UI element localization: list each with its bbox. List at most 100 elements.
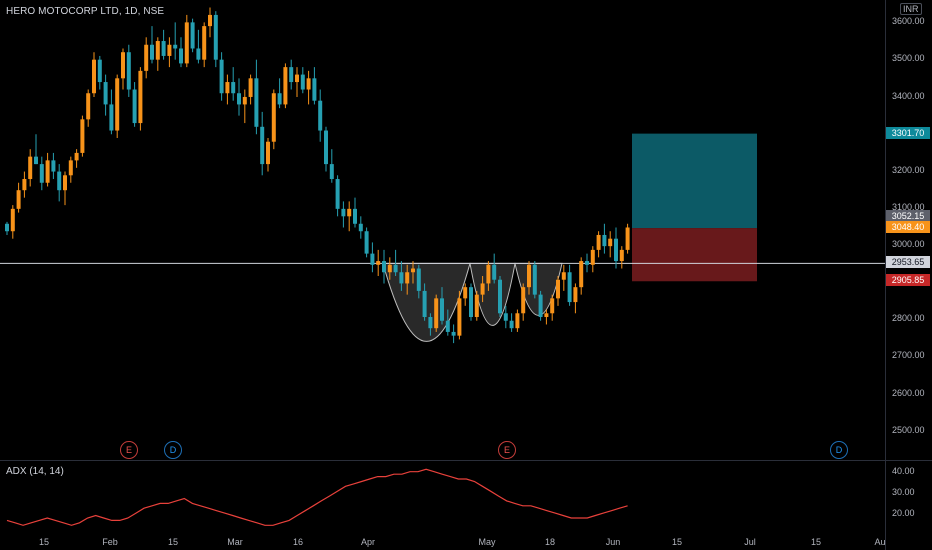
candle-body [440,298,444,321]
time-tick: 15 [671,537,683,547]
time-tick: Au [874,537,886,547]
neckline-price-tag: 2953.65 [886,256,930,268]
candle-body [602,234,607,247]
candle-body [80,119,85,153]
candle-body [556,279,560,299]
candle-body [486,264,491,284]
candle-body [277,93,282,105]
candle-body [527,264,531,288]
candle-body [353,208,357,224]
price-tick: 2700.00 [892,350,925,360]
candle-body [289,67,294,83]
candle-body [544,313,549,318]
candle-body [405,272,410,284]
time-tick: 18 [544,537,556,547]
earnings-event-icon[interactable]: E [498,441,516,459]
candle-body [295,74,299,83]
candle-body [329,164,334,180]
adx-line [6,468,628,526]
candle-body [370,253,375,265]
candle-body [428,317,433,329]
price-tick: 3500.00 [892,53,925,63]
time-tick: Mar [227,537,243,547]
adx-indicator-title[interactable]: ADX (14, 14) [6,466,64,477]
symbol-title[interactable]: HERO MOTOCORP LTD, 1D, NSE [6,6,165,17]
pattern-cup [469,262,516,326]
candle-body [63,175,67,191]
time-tick: 15 [38,537,50,547]
candle-body [173,44,178,49]
candle-body [237,93,241,105]
candle-body [561,272,566,280]
candle-body [364,231,369,254]
candle-body [399,272,404,284]
earnings-event-icon[interactable]: E [120,441,138,459]
candle-body [538,294,543,318]
candle-body [358,223,363,232]
dividend-event-icon[interactable]: D [830,441,848,459]
candle-body [306,78,311,90]
candle-body [469,287,473,318]
candle-body [550,298,555,314]
candle-body [393,264,398,273]
candle-body [411,268,415,273]
target-price-tag: 3301.70 [886,127,930,139]
candle-body [225,82,230,94]
candle-body [382,261,386,273]
time-tick: 15 [810,537,822,547]
candle-body [126,52,131,90]
candle-body [318,100,323,131]
candle-body [596,234,601,250]
candle-body [196,48,201,60]
candle-body [474,294,479,318]
pane-divider[interactable] [0,460,932,461]
candle-body [347,208,352,217]
dividend-event-icon[interactable]: D [164,441,182,459]
price-tick: 2500.00 [892,425,925,435]
candle-body [167,44,172,56]
candle-body [16,190,21,209]
candle-body [34,156,38,165]
price-tick: 3400.00 [892,91,925,101]
candle-body [74,152,79,161]
candle-body [625,227,630,250]
candle-body [248,78,253,97]
candle-body [219,59,224,94]
candle-body [503,313,508,321]
candle-body [567,272,572,303]
candle-body [144,44,149,71]
candle-body [231,82,236,94]
adx-tick: 40.00 [892,466,915,476]
candle-body [271,93,276,142]
price-tick: 3600.00 [892,16,925,26]
prev-close-price-tag: 3052.15 [886,210,930,222]
candle-body [608,238,613,247]
price-tick: 2600.00 [892,388,925,398]
candle-body [445,320,450,332]
candle-body [266,141,270,165]
price-axis-divider [885,0,886,550]
candle-body [86,93,91,120]
candle-body [57,171,62,191]
candle-body [213,14,218,60]
candle-body [254,78,259,127]
candle-body [416,268,421,291]
candle-body [376,261,381,265]
time-tick: 15 [167,537,179,547]
time-tick: Apr [360,537,376,547]
candle-body [242,96,247,105]
candle-body [324,130,328,165]
candle-body [208,14,212,27]
price-tick: 3000.00 [892,239,925,249]
candle-body [387,264,392,273]
candle-body [155,41,160,60]
stop-price-tag: 2905.85 [886,274,930,286]
candle-body [97,59,102,83]
candle-body [492,264,497,280]
candle-body [260,126,265,165]
time-tick: Feb [102,537,118,547]
currency-badge[interactable]: INR [900,3,922,15]
candle-body [312,78,317,101]
